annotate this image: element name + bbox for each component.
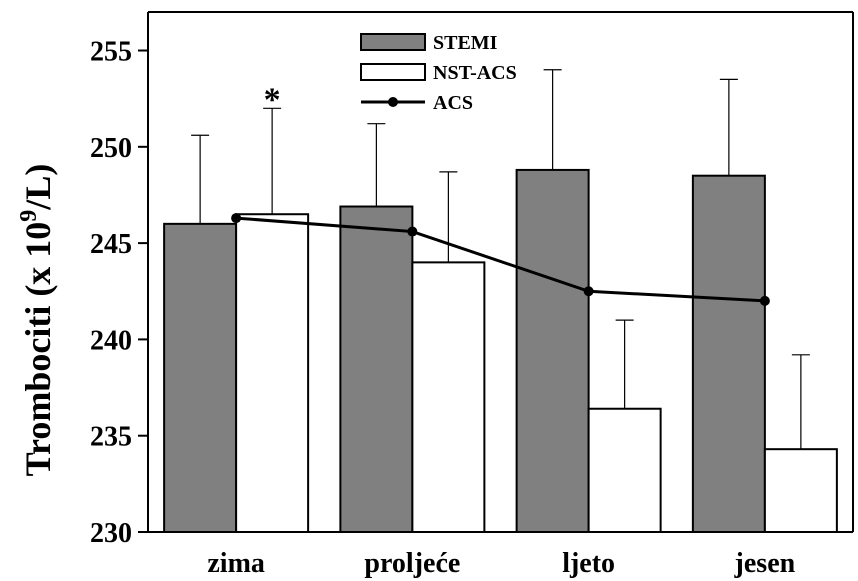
y-tick-label-230: 230 [90, 518, 132, 549]
y-tick-label-250: 250 [90, 133, 132, 164]
x-tick-label-proljeće: proljeće [364, 548, 460, 579]
bar-nst-acs-jesen [763, 448, 838, 533]
bar-nst-acs-proljeće [411, 261, 486, 533]
bar-stemi-proljeće [339, 205, 414, 533]
x-tick-label-jesen: jesen [734, 548, 796, 579]
y-axis-label: Trombociti (x 109/L) [16, 164, 58, 477]
x-axis-category-labels: zima proljeće ljeto jesen [207, 548, 795, 579]
y-axis-ticks: 230 235 240 245 250 255 [90, 37, 148, 549]
y-axis-label-superscript: 9 [16, 210, 42, 222]
y-tick-label-240: 240 [90, 325, 132, 356]
point-acs-ljeto [583, 286, 594, 297]
legend-label-acs: ACS [433, 92, 473, 114]
bar-stemi-zima [163, 222, 238, 534]
bar-nst-acs-zima [235, 213, 310, 533]
y-axis-label-main: Trombociti (x 10 [18, 222, 58, 477]
legend: STEMI NST-ACS ACS [360, 32, 517, 114]
legend-swatch-nst-acs [360, 63, 426, 81]
line-acs [236, 216, 765, 303]
legend-marker-acs [388, 97, 398, 107]
acs-line-series [231, 213, 770, 306]
legend-label-nst-acs: NST-ACS [433, 62, 517, 84]
bar-series [163, 168, 838, 534]
error-bars [191, 69, 810, 450]
significance-asterisk: * [264, 81, 281, 118]
y-axis-label-tail: /L) [18, 164, 58, 211]
y-tick-label-245: 245 [90, 229, 132, 260]
point-acs-zima [231, 213, 242, 224]
x-tick-label-ljeto: ljeto [562, 548, 615, 579]
x-tick-label-zima: zima [207, 548, 265, 579]
bar-nst-acs-ljeto [587, 407, 662, 534]
bar-stemi-jesen [691, 174, 766, 533]
legend-swatch-stemi [360, 33, 426, 51]
y-tick-label-235: 235 [90, 422, 132, 453]
y-tick-label-255: 255 [90, 37, 132, 68]
point-acs-jesen [759, 295, 770, 306]
axes [147, 11, 854, 533]
bar-stemi-ljeto [515, 168, 590, 533]
legend-label-stemi: STEMI [433, 32, 498, 54]
annotations: * [264, 81, 281, 118]
point-acs-proljeće [407, 226, 418, 237]
